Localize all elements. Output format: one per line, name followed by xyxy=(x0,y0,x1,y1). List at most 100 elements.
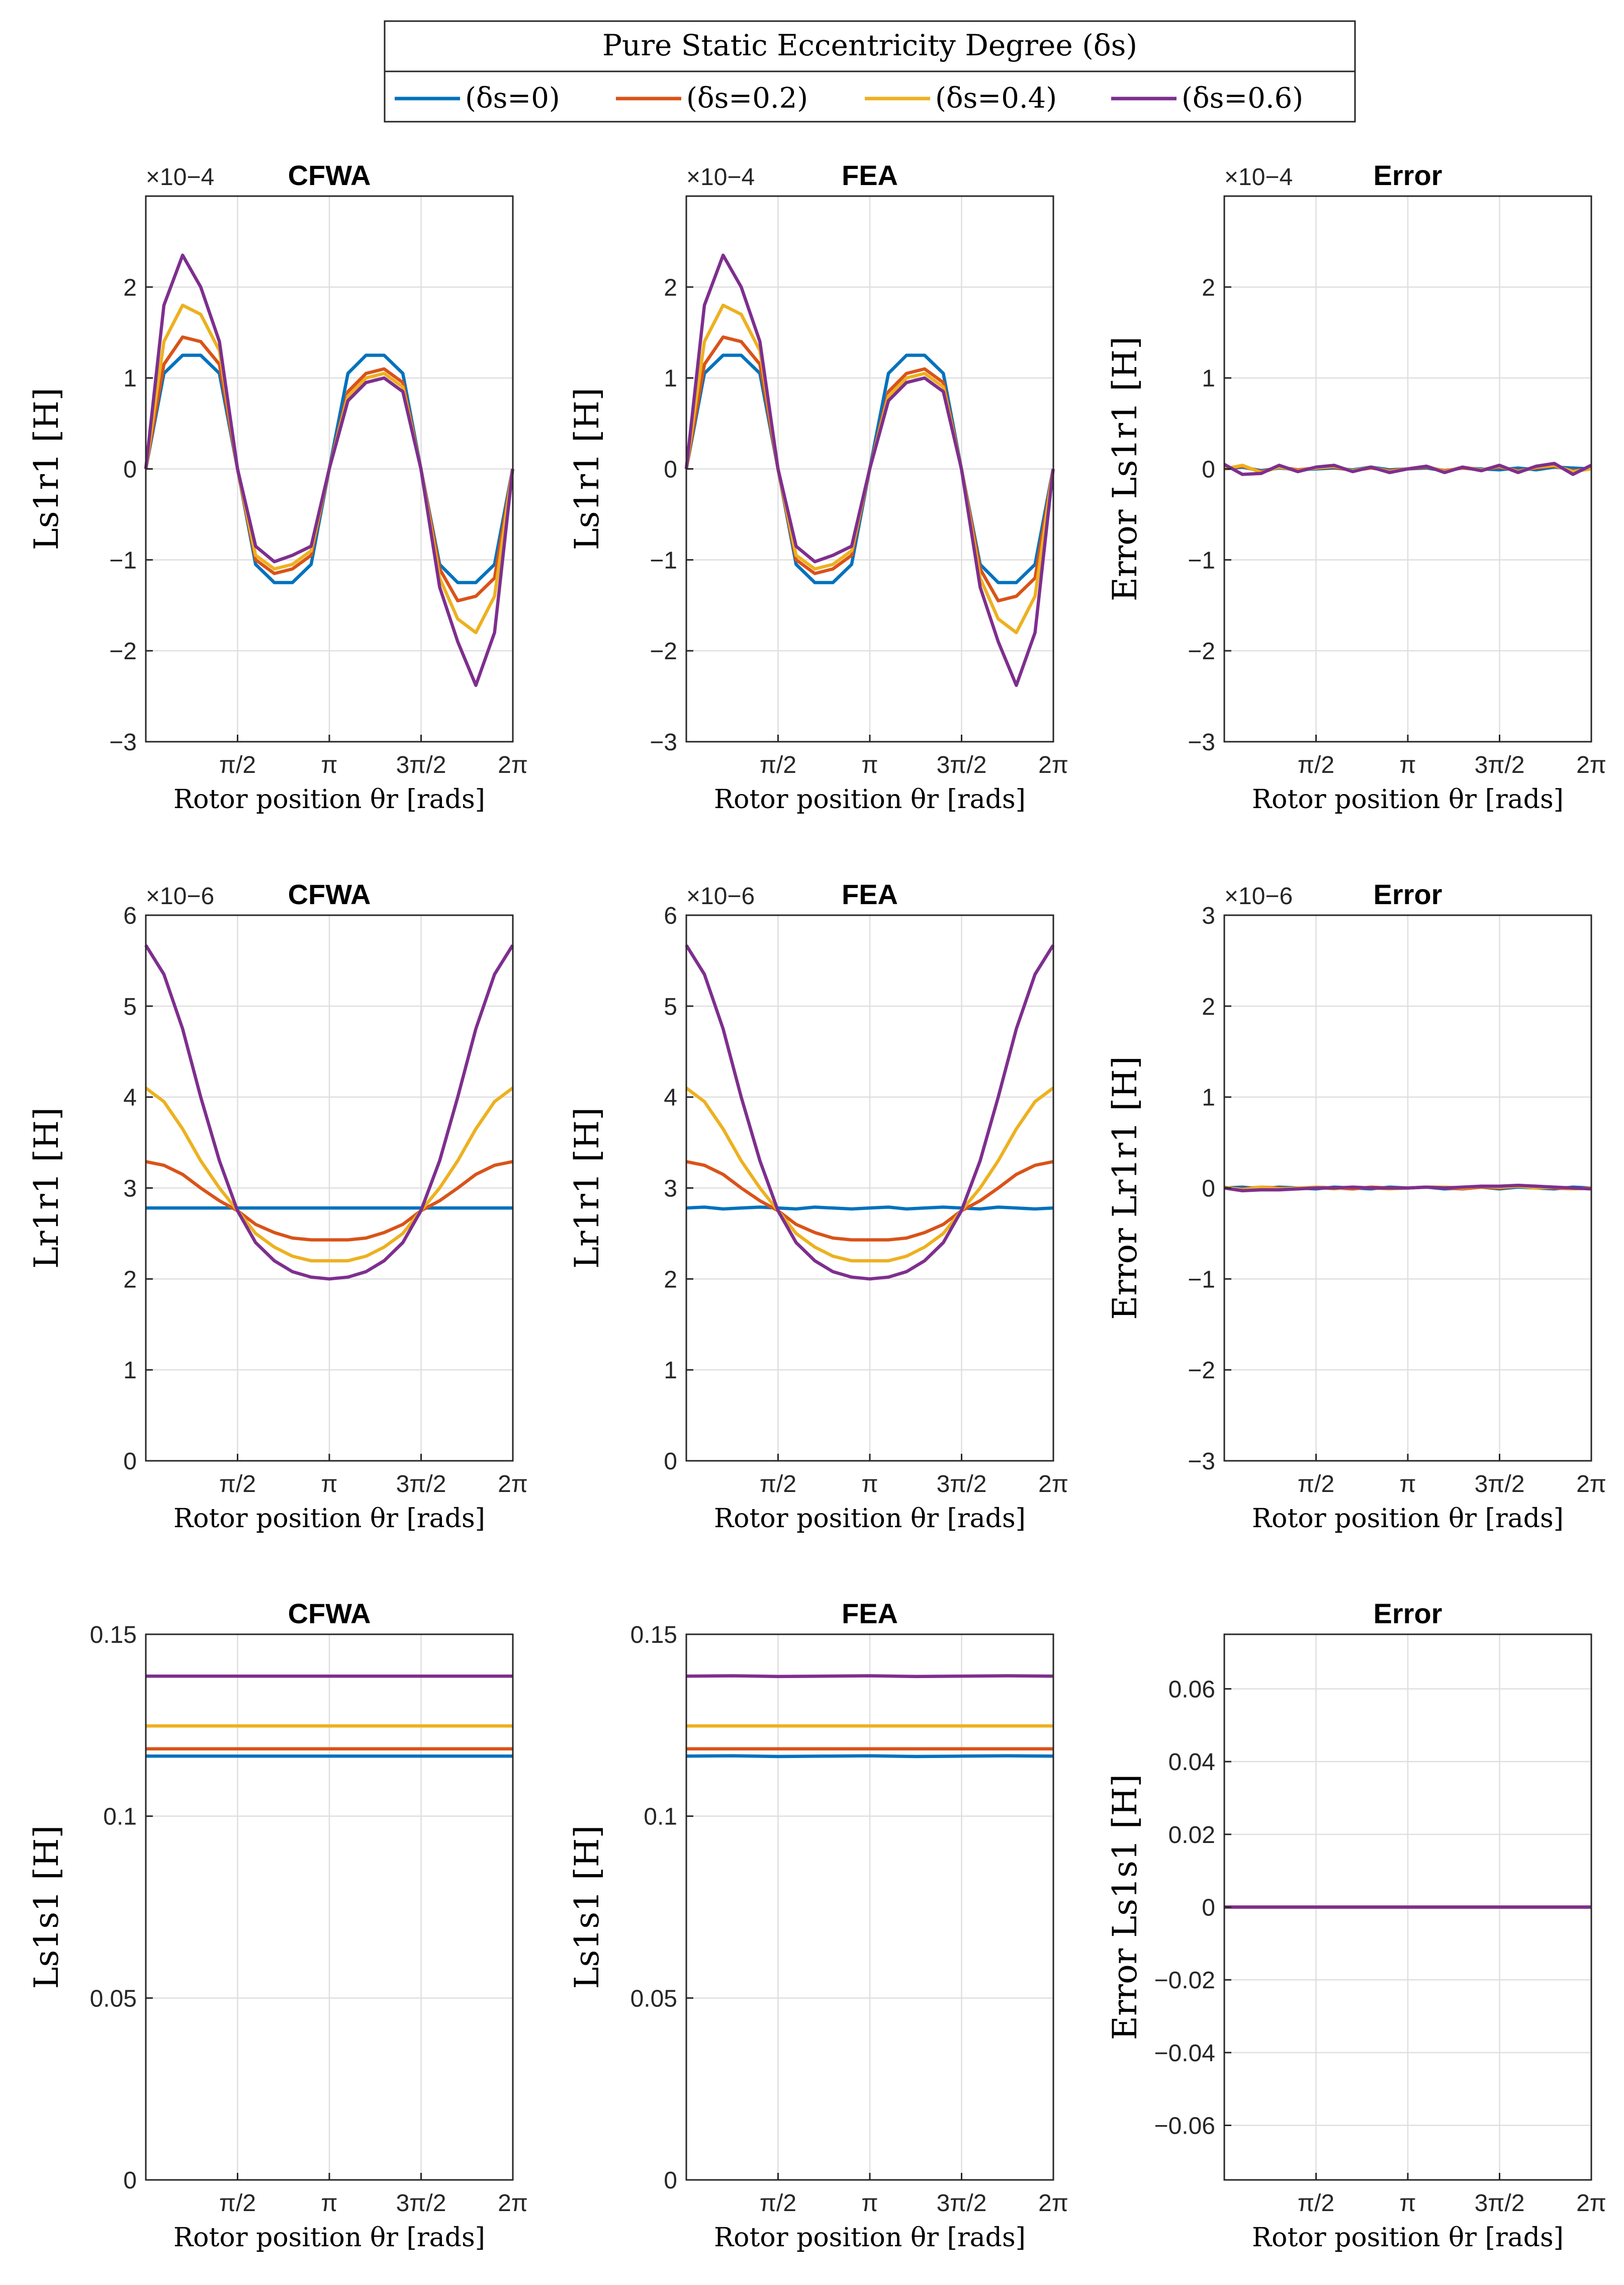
x-tick-label: π/2 xyxy=(1298,1471,1334,1498)
exponent-label: ×10−4 xyxy=(686,164,755,191)
y-tick-label: 1 xyxy=(1202,366,1215,392)
x-tick-label: 2π xyxy=(1576,1471,1606,1498)
x-tick-label: 2π xyxy=(1038,1471,1068,1498)
subplot-1-1: π/2 π 3π/2 2π −3 −2 −1 0 1 2 ×10−4 CFWA Rotor positi… xyxy=(27,159,528,815)
y-tick-label: −1 xyxy=(1188,1266,1215,1293)
y-tick-label: 0 xyxy=(123,2167,137,2194)
y-tick-label: −1 xyxy=(109,547,137,574)
y-tick-label: 0.04 xyxy=(1168,1749,1215,1776)
x-tick-label: π xyxy=(861,2190,878,2217)
x-tick-label: 2π xyxy=(1038,752,1068,778)
y-tick-label: 0 xyxy=(664,2167,677,2194)
y-tick-label: 4 xyxy=(664,1085,677,1111)
y-tick-label: 5 xyxy=(123,994,137,1020)
y-tick-label: 6 xyxy=(664,903,677,929)
y-tick-label: −3 xyxy=(109,729,137,756)
y-tick-label: −1 xyxy=(650,547,677,574)
x-tick-label: π xyxy=(861,752,878,778)
series-line-2 xyxy=(145,1087,514,1263)
y-tick-label: 2 xyxy=(123,1266,137,1293)
x-tick-label: π xyxy=(1399,1471,1416,1498)
y-tick-label: 2 xyxy=(664,1266,677,1293)
y-tick-label: 2 xyxy=(1202,275,1215,301)
x-tick-label: 2π xyxy=(498,2190,528,2217)
y-axis-label: Ls1s1 [H] xyxy=(568,1825,606,1989)
x-tick-label: π xyxy=(321,1471,337,1498)
y-axis-label: Error Ls1r1 [H] xyxy=(1106,336,1144,601)
x-tick-label: 3π/2 xyxy=(396,752,446,778)
y-tick-label: 0 xyxy=(123,457,137,483)
x-tick-label: 3π/2 xyxy=(1475,2190,1525,2217)
x-axis-label: Rotor position θr [rads] xyxy=(714,784,1026,815)
x-tick-label: π/2 xyxy=(219,752,256,778)
x-tick-label: π/2 xyxy=(1298,2190,1334,2217)
y-tick-label: 0 xyxy=(123,1448,137,1475)
subplot-title: CFWA xyxy=(288,1598,371,1629)
y-tick-label: 0 xyxy=(1202,457,1215,483)
subplot-3-3: π/2 π 3π/2 2π −0.06 −0.04 −0.02 0 0.02 0.04 0.06 Er… xyxy=(1106,1598,1606,2253)
x-axis-label: Rotor position θr [rads] xyxy=(173,1504,485,1534)
x-axis-label: Rotor position θr [rads] xyxy=(1252,1504,1564,1534)
y-axis-label: Ls1s1 [H] xyxy=(27,1825,66,1989)
x-tick-label: π/2 xyxy=(760,2190,796,2217)
x-tick-label: 3π/2 xyxy=(937,752,987,778)
y-tick-label: 0 xyxy=(1202,1895,1215,1921)
y-tick-label: 3 xyxy=(123,1176,137,1202)
y-tick-label: −2 xyxy=(1188,1357,1215,1384)
series-line-3 xyxy=(1223,462,1592,476)
y-tick-label: 0.05 xyxy=(630,1985,677,2012)
subplot-title: CFWA xyxy=(288,159,371,191)
y-tick-label: 5 xyxy=(664,994,677,1020)
subplot-2-3: π/2 π 3π/2 2π −3 −2 −1 0 1 2 3 ×10−6 Error Rotor posi… xyxy=(1106,878,1606,1534)
x-tick-label: 3π/2 xyxy=(1475,1471,1525,1498)
subplot-title: Error xyxy=(1374,159,1442,191)
exponent-label: ×10−4 xyxy=(146,164,214,191)
subplot-1-3: π/2 π 3π/2 2π −3 −2 −1 0 1 2 ×10−4 Error Rotor posit… xyxy=(1106,159,1606,815)
y-tick-label: −3 xyxy=(650,729,677,756)
y-tick-label: 0 xyxy=(664,1448,677,1475)
subplot-title: FEA xyxy=(842,878,898,910)
subplot-title: Error xyxy=(1374,878,1442,910)
exponent-label: ×10−4 xyxy=(1224,164,1293,191)
y-tick-label: 1 xyxy=(123,366,137,392)
x-tick-label: 3π/2 xyxy=(396,2190,446,2217)
y-axis-label: Error Ls1s1 [H] xyxy=(1106,1774,1144,2040)
x-tick-label: π xyxy=(1399,752,1416,778)
y-tick-label: 0.15 xyxy=(630,1622,677,1648)
y-tick-label: 0.1 xyxy=(103,1804,137,1830)
x-axis-label: Rotor position θr [rads] xyxy=(714,2223,1026,2253)
legend-label-1: (δs=0.2) xyxy=(686,82,808,115)
legend-label-2: (δs=0.4) xyxy=(935,82,1057,115)
y-tick-label: 4 xyxy=(123,1085,137,1111)
x-tick-label: 2π xyxy=(1038,2190,1068,2217)
subplot-1-2: π/2 π 3π/2 2π −3 −2 −1 0 1 2 ×10−4 FEA Rotor positio… xyxy=(568,159,1068,815)
subplot-2-2: π/2 π 3π/2 2π 0 1 2 3 4 5 6 ×10−6 FEA Rotor position … xyxy=(568,878,1068,1534)
y-tick-label: −2 xyxy=(1188,638,1215,665)
y-tick-label: 3 xyxy=(1202,903,1215,929)
y-tick-label: 1 xyxy=(664,366,677,392)
x-axis-label: Rotor position θr [rads] xyxy=(1252,2223,1564,2253)
y-tick-label: 0 xyxy=(664,457,677,483)
x-tick-label: π/2 xyxy=(219,1471,256,1498)
x-tick-label: 2π xyxy=(498,1471,528,1498)
y-tick-label: 0.15 xyxy=(90,1622,137,1648)
y-tick-label: 1 xyxy=(123,1357,137,1384)
series-line-3 xyxy=(144,253,514,687)
x-axis-label: Rotor position θr [rads] xyxy=(1252,784,1564,815)
series-line-3 xyxy=(685,944,1055,1281)
y-axis-label: Lr1r1 [H] xyxy=(27,1107,66,1269)
legend-label-0: (δs=0) xyxy=(465,82,560,115)
series-line-3 xyxy=(686,1674,1053,1679)
exponent-label: ×10−6 xyxy=(686,883,755,910)
x-axis-label: Rotor position θr [rads] xyxy=(714,1504,1026,1534)
x-tick-label: 2π xyxy=(498,752,528,778)
y-tick-label: 6 xyxy=(123,903,137,929)
x-tick-label: π xyxy=(1399,2190,1416,2217)
subplot-title: Error xyxy=(1374,1598,1442,1629)
x-tick-label: 2π xyxy=(1576,752,1606,778)
y-axis-label: Error Lr1r1 [H] xyxy=(1106,1056,1144,1320)
x-tick-label: π xyxy=(321,2190,337,2217)
subplot-2-1: π/2 π 3π/2 2π 0 1 2 3 4 5 6 ×10−6 CFWA Rotor position… xyxy=(27,878,528,1534)
y-axis-label: Ls1r1 [H] xyxy=(27,388,66,550)
